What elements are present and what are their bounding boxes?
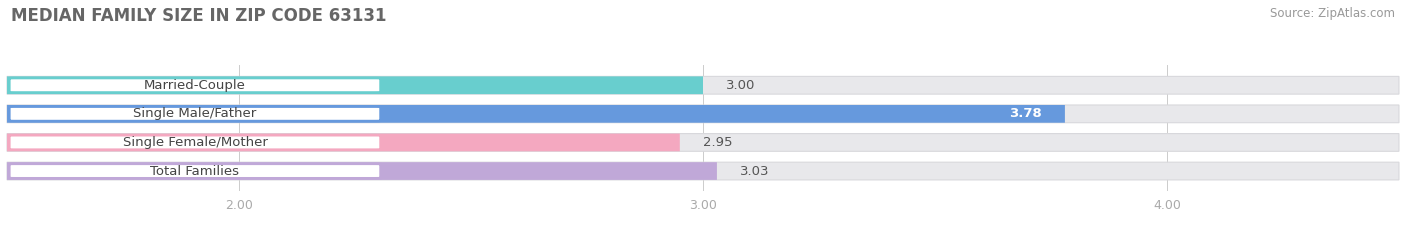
FancyBboxPatch shape — [10, 164, 381, 178]
FancyBboxPatch shape — [7, 76, 1399, 94]
FancyBboxPatch shape — [7, 105, 1064, 123]
Text: 2.95: 2.95 — [703, 136, 733, 149]
FancyBboxPatch shape — [7, 162, 717, 180]
FancyBboxPatch shape — [7, 105, 1399, 123]
Text: Single Male/Father: Single Male/Father — [134, 107, 256, 120]
FancyBboxPatch shape — [7, 134, 681, 151]
FancyBboxPatch shape — [7, 134, 1399, 151]
FancyBboxPatch shape — [7, 76, 703, 94]
FancyBboxPatch shape — [10, 107, 381, 121]
Text: Single Female/Mother: Single Female/Mother — [122, 136, 267, 149]
Text: Married-Couple: Married-Couple — [143, 79, 246, 92]
Text: 3.03: 3.03 — [740, 164, 769, 178]
Text: MEDIAN FAMILY SIZE IN ZIP CODE 63131: MEDIAN FAMILY SIZE IN ZIP CODE 63131 — [11, 7, 387, 25]
FancyBboxPatch shape — [10, 78, 381, 93]
Text: Total Families: Total Families — [150, 164, 239, 178]
Text: Source: ZipAtlas.com: Source: ZipAtlas.com — [1270, 7, 1395, 20]
Text: 3.78: 3.78 — [1010, 107, 1042, 120]
FancyBboxPatch shape — [7, 162, 1399, 180]
FancyBboxPatch shape — [10, 135, 381, 150]
Text: 3.00: 3.00 — [725, 79, 755, 92]
